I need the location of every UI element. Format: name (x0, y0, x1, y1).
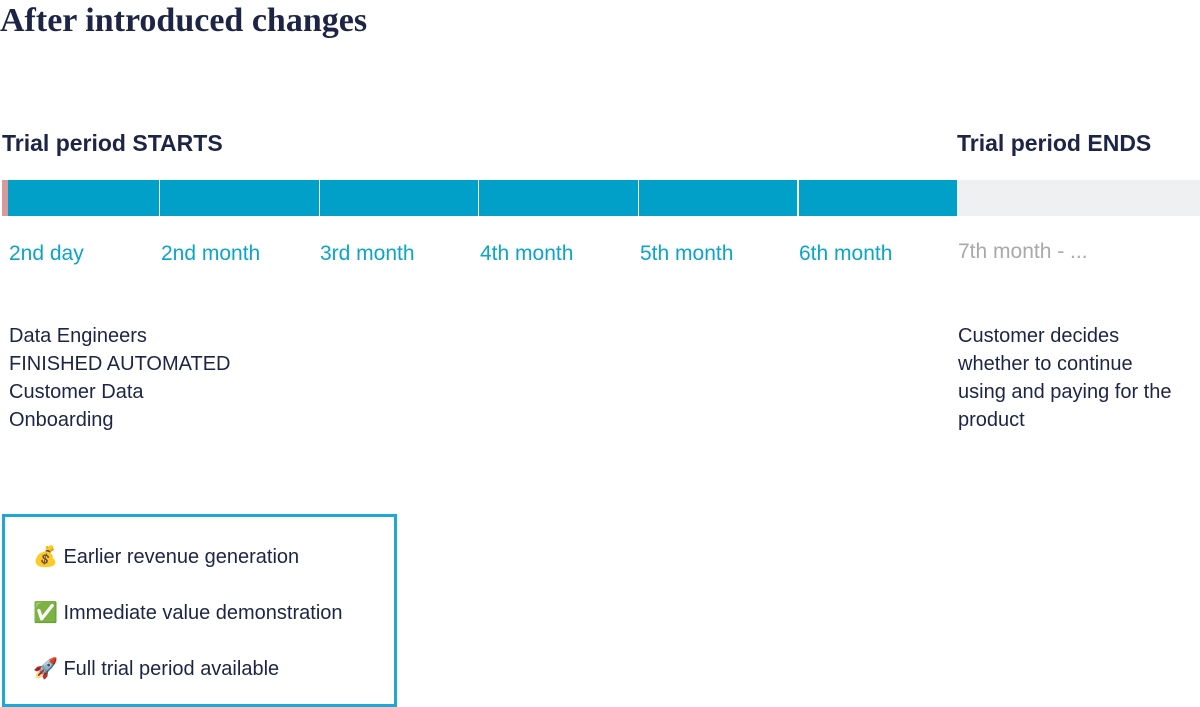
timeline-segment (320, 180, 478, 216)
period-label: 3rd month (320, 242, 415, 265)
end-label: Trial period ENDS (957, 130, 1152, 156)
period-label: 6th month (799, 242, 893, 265)
benefits-box: 💰 Earlier revenue generation ✅ Immediate… (2, 514, 397, 707)
period-label-future: 7th month - ... (958, 240, 1088, 263)
note-line: using and paying for the (958, 381, 1172, 403)
period-label: 4th month (480, 242, 574, 265)
benefit-icon: ✅ (33, 602, 58, 624)
start-note: Data Engineers FINISHED AUTOMATED Custom… (9, 322, 231, 434)
timeline-segment (160, 180, 319, 216)
benefit-icon: 💰 (33, 546, 58, 568)
end-note: Customer decides whether to continue usi… (958, 322, 1172, 434)
benefit: ✅ Immediate value demonstration (33, 600, 343, 625)
period-label: 2nd day (9, 242, 84, 265)
note-line: FINISHED AUTOMATED (9, 353, 231, 375)
benefit: 🚀 Full trial period available (33, 656, 279, 681)
note-line: whether to continue (958, 353, 1133, 375)
start-label: Trial period STARTS (2, 130, 223, 156)
note-line: Customer decides (958, 325, 1120, 347)
timeline-segment (479, 180, 638, 216)
timeline-segment (8, 180, 159, 216)
benefit-text: Full trial period available (63, 658, 280, 680)
page-title: After introduced changes (0, 2, 368, 39)
period-label: 2nd month (161, 242, 261, 265)
benefit-text: Earlier revenue generation (63, 546, 300, 568)
timeline-segment (799, 180, 957, 216)
start-marker (2, 180, 8, 216)
benefit: 💰 Earlier revenue generation (33, 544, 299, 569)
timeline-segment (639, 180, 797, 216)
note-line: Customer Data (9, 381, 144, 403)
note-line: Onboarding (9, 409, 114, 431)
period-label: 5th month (640, 242, 734, 265)
timeline-segment-future (957, 180, 1200, 216)
benefit-icon: 🚀 (33, 658, 58, 680)
note-line: Data Engineers (9, 325, 147, 347)
note-line: product (958, 409, 1025, 431)
benefit-text: Immediate value demonstration (63, 602, 343, 624)
